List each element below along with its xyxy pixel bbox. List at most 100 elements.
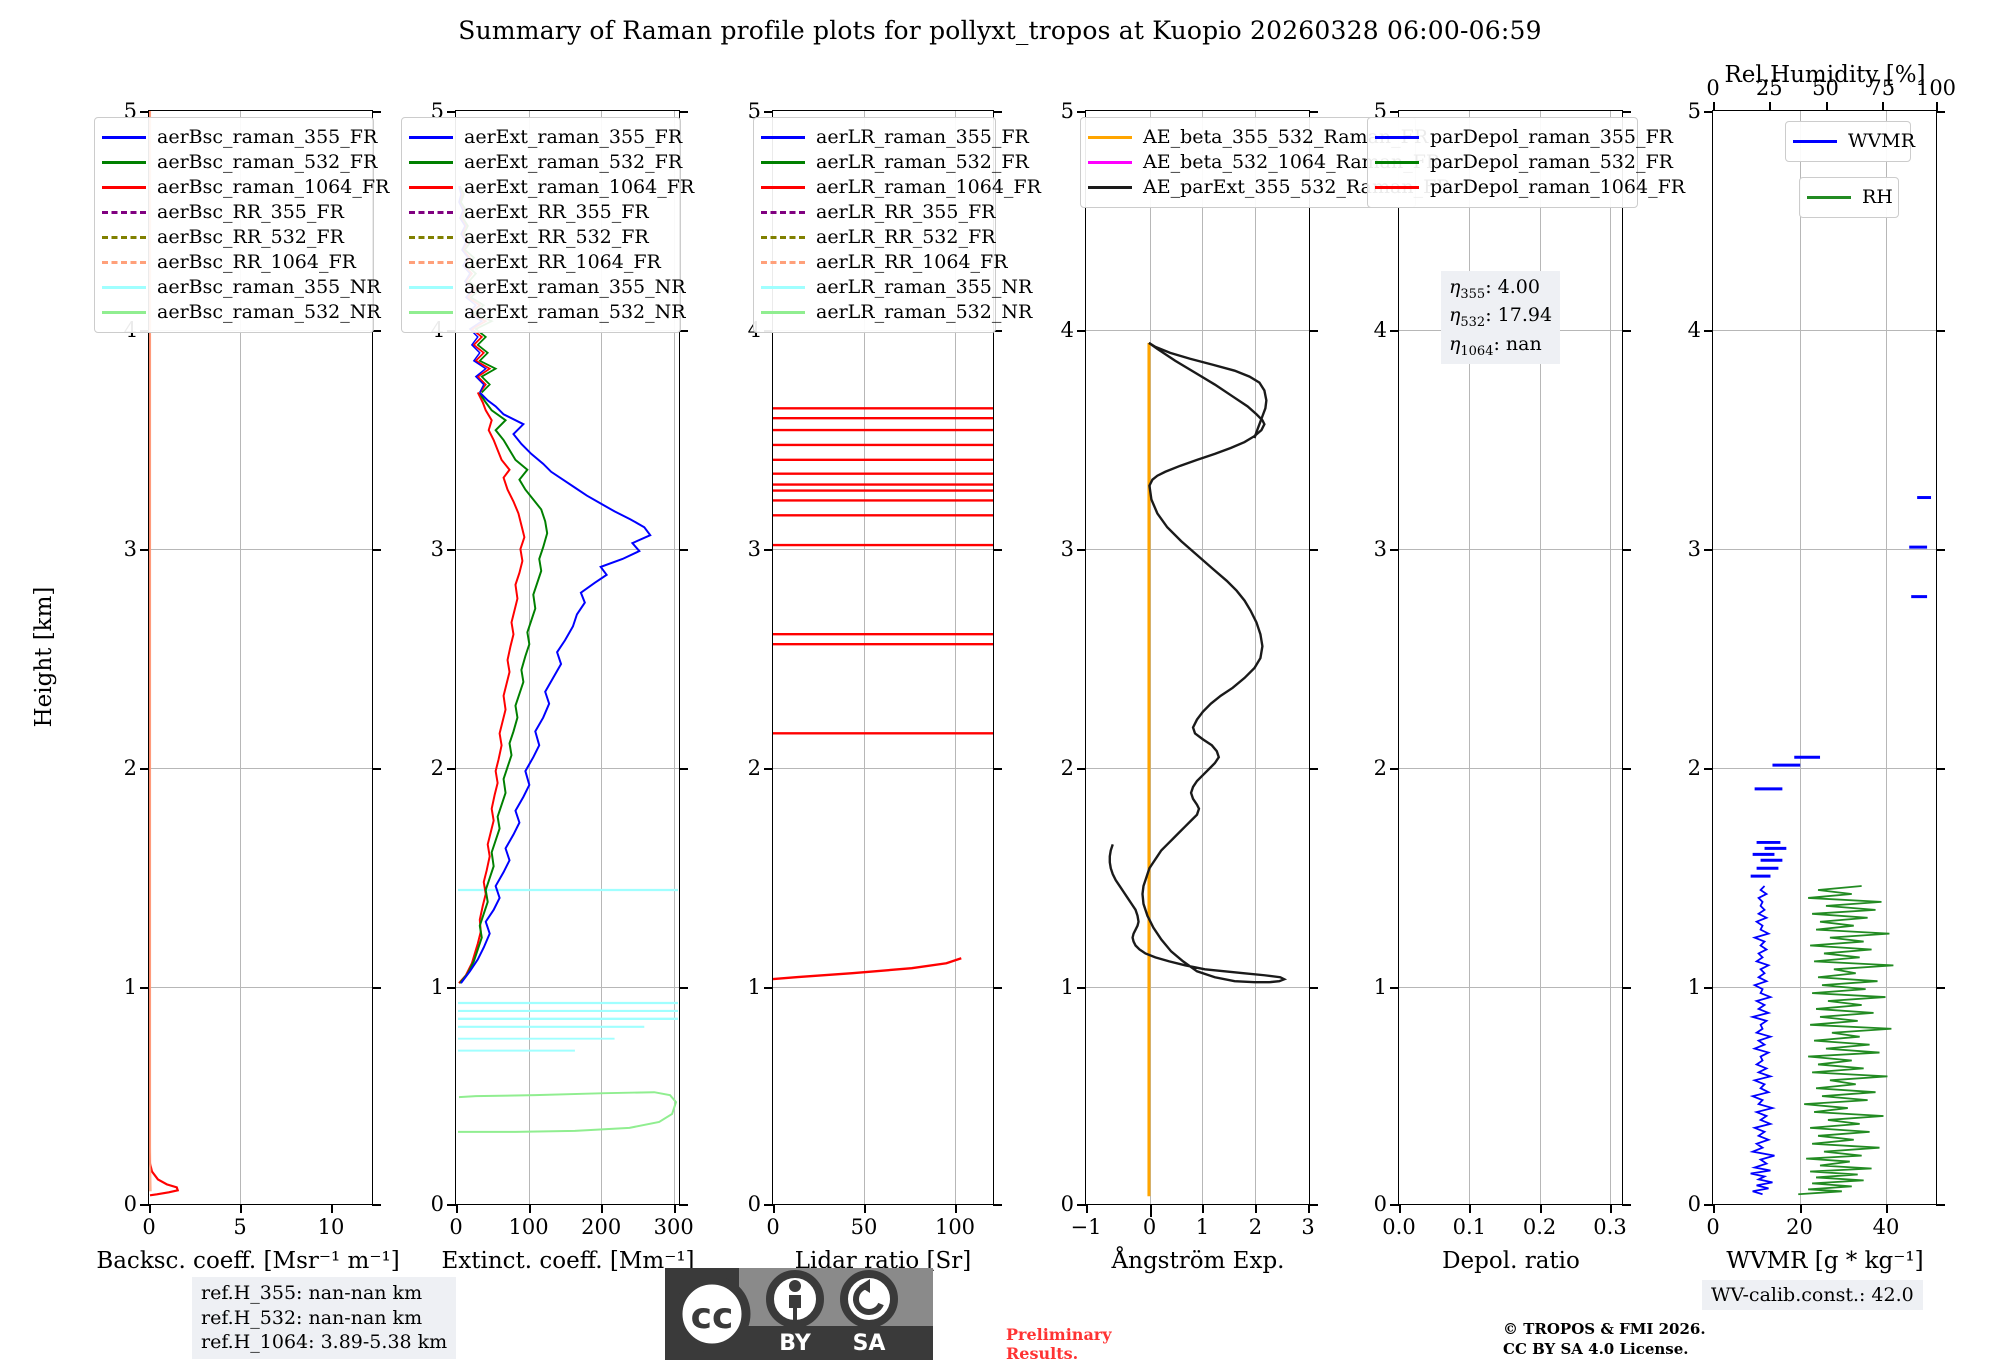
legend-item: parDepol_raman_1064_FR xyxy=(1375,175,1685,200)
ytick-label: 2 xyxy=(1060,756,1074,780)
legend-label: aerLR_raman_532_FR xyxy=(816,150,1029,173)
axis-title-rel-humidity: Rel.Humidity [%] xyxy=(1724,62,1926,88)
eta-532-row: η532: 17.94 xyxy=(1449,303,1552,331)
cc-circle-ring xyxy=(673,1275,751,1353)
legend-swatch-rr1064 xyxy=(761,261,805,264)
ytick-label: 0 xyxy=(1060,1192,1074,1216)
cc-license-badge[interactable]: cc BY SA xyxy=(665,1268,933,1360)
legend-label: aerExt_raman_532_NR xyxy=(464,300,686,323)
legend-swatch-nr532 xyxy=(409,311,453,314)
legend-swatch-nr355 xyxy=(761,286,805,289)
xtick-label: 300 xyxy=(653,1215,694,1239)
legend-swatch-rr532 xyxy=(761,236,805,239)
xtick-label: 0.3 xyxy=(1593,1215,1627,1239)
legend-label: aerBsc_raman_532_NR xyxy=(157,300,381,323)
xtick-label: 100 xyxy=(508,1215,549,1239)
curves-backscatter xyxy=(149,111,180,1197)
legend-item: AE_beta_355_532_Raman_FR xyxy=(1088,125,1428,150)
legend-wvmr[interactable]: WVMR xyxy=(1785,121,1915,162)
legend-swatch-532 xyxy=(102,161,146,164)
xtick-label: 100 xyxy=(934,1215,976,1239)
legend-angstrom[interactable]: AE_beta_355_532_Raman_FR AE_beta_532_106… xyxy=(1080,117,1451,208)
legend-item: AE_parExt_355_532_Raman_FR xyxy=(1088,175,1451,200)
legend-label: parDepol_raman_532_FR xyxy=(1430,150,1673,173)
ytick-label: 2 xyxy=(1373,756,1387,780)
panel-angstrom: 5 4 3 2 1 0 −1 0 1 2 3 AE_beta_355_532_R… xyxy=(1061,99,1451,1239)
eta-annotation: η355: 4.00 η532: 17.94 η1064: nan xyxy=(1441,271,1561,365)
ytick-label: 0 xyxy=(1687,1192,1701,1216)
axis-title-angstrom: Ångström Exp. xyxy=(1111,1248,1285,1274)
legend-label: parDepol_raman_1064_FR xyxy=(1430,175,1686,198)
xtick-label: 50 xyxy=(850,1215,878,1239)
legend-swatch-ae-beta-355-532 xyxy=(1088,136,1132,139)
legend-swatch-rr1064 xyxy=(102,261,146,264)
eta-532-symbol: η xyxy=(1449,304,1461,327)
legend-swatch-ae-parext xyxy=(1088,186,1132,189)
preliminary-results-note: Preliminary Results. xyxy=(1006,1325,1112,1363)
legend-label: aerBsc_raman_1064_FR xyxy=(157,175,390,198)
copyright-note: © TROPOS & FMI 2026. CC BY SA 4.0 Licens… xyxy=(1503,1320,1706,1359)
eta-355-row: η355: 4.00 xyxy=(1449,275,1552,303)
legend-backscatter[interactable]: aerBsc_raman_355_FR aerBsc_raman_532_FR … xyxy=(94,117,389,333)
legend-lidar-ratio[interactable]: aerLR_raman_355_FR aerLR_raman_532_FR ae… xyxy=(753,117,1041,333)
cc-text: cc xyxy=(691,1296,734,1337)
legend-swatch-532 xyxy=(409,161,453,164)
legend-swatch-1064 xyxy=(409,186,453,189)
ytick-label: 4 xyxy=(1060,318,1074,342)
legend-item: parDepol_raman_532_FR xyxy=(1375,150,1673,175)
legend-swatch-wvmr xyxy=(1793,140,1837,143)
legend-item: aerLR_raman_532_NR xyxy=(761,300,1032,325)
eta-1064-symbol: η xyxy=(1449,332,1461,355)
xtick-label: 20 xyxy=(1786,1215,1813,1239)
legend-item: aerBsc_raman_532_NR xyxy=(102,300,381,325)
legend-item: aerExt_RR_1064_FR xyxy=(409,250,671,275)
ref-h-532: ref.H_532: nan-nan km xyxy=(201,1306,423,1329)
preliminary-line-1: Preliminary xyxy=(1006,1325,1112,1344)
legend-item: aerBsc_RR_355_FR xyxy=(102,200,364,225)
legend-swatch-1064 xyxy=(1375,186,1419,189)
xtick-label: 0.2 xyxy=(1522,1215,1557,1239)
legend-item: aerExt_raman_532_NR xyxy=(409,300,686,325)
eta-355-value: : 4.00 xyxy=(1485,276,1540,298)
curves-wvmr-rh xyxy=(1749,496,1932,1196)
xtick-label: 0 xyxy=(1706,1215,1720,1239)
legend-depol-ratio[interactable]: parDepol_raman_355_FR parDepol_raman_532… xyxy=(1367,117,1685,208)
share-alike-arrow-icon xyxy=(853,1283,884,1315)
xtick-label: 2 xyxy=(1248,1215,1263,1239)
ytick-label: 2 xyxy=(747,756,761,780)
legend-swatch-nr355 xyxy=(102,286,146,289)
ref-height-annotation: ref.H_355: nan-nan km ref.H_532: nan-nan… xyxy=(192,1277,457,1360)
legend-item: parDepol_raman_355_FR xyxy=(1375,125,1673,150)
eta-532-sub: 532 xyxy=(1460,315,1486,331)
ref-h-355: ref.H_355: nan-nan km xyxy=(201,1282,423,1304)
legend-item: aerBsc_raman_1064_FR xyxy=(102,175,389,200)
ytick-label: 3 xyxy=(430,537,444,561)
legend-rh[interactable]: RH xyxy=(1799,177,1899,218)
ytick-label: 3 xyxy=(1060,537,1074,561)
panel-backscatter: 5 4 3 2 1 0 0 5 10 aerBsc_raman_355_FR a… xyxy=(94,99,389,1239)
eta-1064-sub: 1064 xyxy=(1460,343,1494,359)
cc-circle xyxy=(678,1280,746,1348)
legend-item: aerExt_RR_532_FR xyxy=(409,225,671,250)
eta-532-value: : 17.94 xyxy=(1485,304,1553,327)
page-title: Summary of Raman profile plots for polly… xyxy=(458,16,1542,45)
plot-area-wvmr-rh xyxy=(1713,111,1936,1204)
legend-item: aerLR_raman_1064_FR xyxy=(761,175,1041,200)
axis-title-backscatter: Backsc. coeff. [Msr⁻¹ m⁻¹] xyxy=(96,1248,400,1274)
ytick-label: 4 xyxy=(1373,318,1387,342)
legend-extinction[interactable]: aerExt_raman_355_FR aerExt_raman_532_FR … xyxy=(401,117,694,333)
ytick-label: 2 xyxy=(1687,756,1701,780)
ytick-label: 0 xyxy=(123,1192,137,1216)
legend-swatch-355 xyxy=(761,136,805,139)
xtick-label: 0 xyxy=(142,1215,156,1239)
legend-label: RH xyxy=(1862,185,1893,208)
sa-circle-ring xyxy=(840,1270,898,1328)
ytick-label: 2 xyxy=(123,756,137,780)
legend-label: AE_beta_532_1064_Raman_FR xyxy=(1143,150,1441,173)
legend-item: aerBsc_RR_532_FR xyxy=(102,225,364,250)
legend-swatch-355 xyxy=(409,136,453,139)
curves-lidar-ratio xyxy=(773,407,993,981)
xtick-label: 0 xyxy=(766,1215,780,1239)
axis-title-wvmr: WVMR [g * kg⁻¹] xyxy=(1726,1248,1924,1274)
legend-label: aerLR_raman_355_FR xyxy=(816,125,1029,148)
